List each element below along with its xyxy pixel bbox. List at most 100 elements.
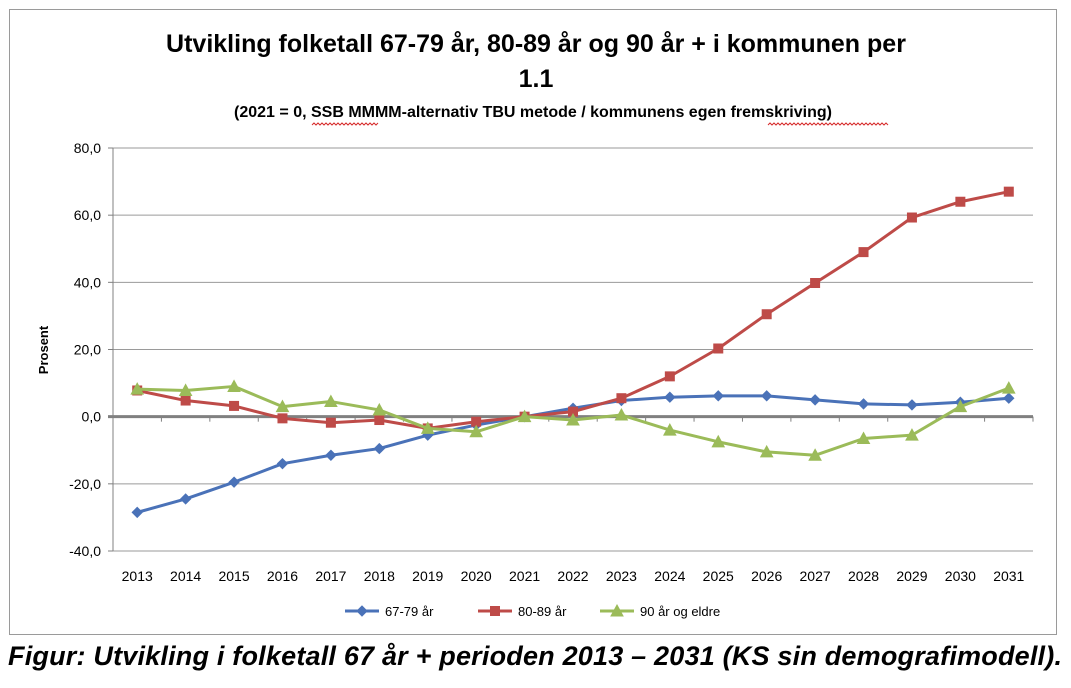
spellcheck-underline <box>311 122 379 126</box>
data-point <box>1001 381 1016 394</box>
series-line <box>136 190 1010 430</box>
legend: 67-79 år 80-89 år 90 år og eldre <box>345 603 720 619</box>
data-point <box>810 278 821 289</box>
data-point <box>616 393 627 404</box>
data-point <box>420 421 435 434</box>
y-tick-label: 40,0 <box>74 274 101 290</box>
data-point <box>229 400 240 411</box>
x-tick-label: 2030 <box>945 568 976 584</box>
x-tick-label: 2020 <box>461 568 492 584</box>
data-point <box>664 371 675 382</box>
legend-label: 67-79 år <box>385 604 434 619</box>
x-tick-label: 2016 <box>267 568 298 584</box>
data-point <box>179 493 192 505</box>
data-point <box>130 382 145 395</box>
series-80-89-r <box>132 186 1014 434</box>
data-point <box>178 383 193 396</box>
data-point <box>228 476 240 488</box>
legend-item: 80-89 år <box>478 604 567 619</box>
data-point <box>275 399 290 413</box>
axes <box>108 147 1034 552</box>
y-tick-label: 80,0 <box>74 140 101 156</box>
y-tick-label: 60,0 <box>74 207 101 223</box>
spellcheck-underlines <box>311 122 889 126</box>
x-tick-label: 2018 <box>364 568 395 584</box>
data-point <box>713 343 724 354</box>
data-point <box>325 417 336 428</box>
data-point <box>1003 392 1015 404</box>
y-tick-label: -40,0 <box>69 543 101 559</box>
x-tick-label: 2023 <box>606 568 637 584</box>
legend-item: 67-79 år <box>345 604 434 619</box>
data-point <box>374 415 385 426</box>
chart-title-line2: 1.1 <box>519 65 554 93</box>
x-tick-label: 2028 <box>848 568 879 584</box>
x-tick-label: 2022 <box>557 568 588 584</box>
legend-item: 90 år og eldre <box>600 603 720 619</box>
data-point <box>856 431 871 444</box>
data-point <box>373 442 386 455</box>
legend-label: 80-89 år <box>518 604 567 619</box>
chart-frame <box>9 9 1057 635</box>
y-axis-title: Prosent <box>36 325 51 374</box>
data-point <box>227 379 241 392</box>
figure-caption: Figur: Utvikling i folketall 67 år + per… <box>8 641 1063 671</box>
x-tick-label: 2014 <box>170 568 201 584</box>
data-point <box>614 407 629 421</box>
data-point <box>664 391 676 403</box>
data-point <box>324 394 338 408</box>
x-tick-label: 2029 <box>896 568 927 584</box>
y-tick-label: 20,0 <box>74 342 101 358</box>
x-tick-label: 2027 <box>800 568 831 584</box>
data-point <box>711 434 726 448</box>
data-point <box>761 309 772 320</box>
x-tick-label: 2024 <box>654 568 685 584</box>
x-tick-labels: 2013 2014 2015 2016 2017 2018 2019 2020 2021 2022… <box>122 568 1025 584</box>
x-tick-label: 2013 <box>122 568 153 584</box>
chart-subtitle: (2021 = 0, SSB MMMM-alternativ TBU metod… <box>234 104 832 121</box>
y-tick-label: -20,0 <box>69 476 101 492</box>
y-tick-labels: 80,0 60,0 40,0 20,0 0,0 -20,0 -40,0 <box>69 140 101 559</box>
data-point <box>955 196 966 207</box>
data-point <box>953 399 968 413</box>
x-tick-label: 2026 <box>751 568 782 584</box>
x-tick-label: 2017 <box>315 568 346 584</box>
x-tick-label: 2031 <box>993 568 1024 584</box>
data-point <box>662 423 677 436</box>
y-tick-label: 0,0 <box>82 409 102 425</box>
data-point <box>858 247 869 258</box>
data-point <box>905 428 919 441</box>
data-point <box>759 444 774 458</box>
spellcheck-underline <box>767 122 889 126</box>
data-point <box>566 412 580 426</box>
data-point <box>131 506 143 519</box>
data-point <box>276 457 289 470</box>
x-tick-label: 2021 <box>509 568 540 584</box>
legend-label: 90 år og eldre <box>640 604 720 619</box>
gridlines <box>113 147 1033 552</box>
legend-marker <box>490 606 500 616</box>
series-90-r-og-eldre <box>130 379 1016 461</box>
data-point <box>808 448 822 461</box>
x-tick-label: 2025 <box>703 568 734 584</box>
data-point <box>469 424 484 438</box>
data-point <box>712 390 724 402</box>
chart-title-line1: Utvikling folketall 67-79 år, 80-89 år o… <box>166 30 906 58</box>
data-point <box>517 409 532 423</box>
series <box>130 186 1016 519</box>
data-point <box>857 398 870 410</box>
legend-marker <box>356 605 368 617</box>
data-point <box>809 394 821 406</box>
x-tick-label: 2015 <box>218 568 249 584</box>
line-chart: Utvikling folketall 67-79 år, 80-89 år o… <box>36 30 1034 619</box>
data-point <box>372 402 387 416</box>
data-point <box>277 413 288 424</box>
data-point <box>906 212 917 223</box>
data-point <box>180 395 191 406</box>
legend-marker <box>610 603 624 617</box>
x-tick-label: 2019 <box>412 568 443 584</box>
data-point <box>906 399 918 411</box>
data-point <box>1003 186 1014 197</box>
data-point <box>760 390 773 402</box>
data-point <box>325 449 337 461</box>
